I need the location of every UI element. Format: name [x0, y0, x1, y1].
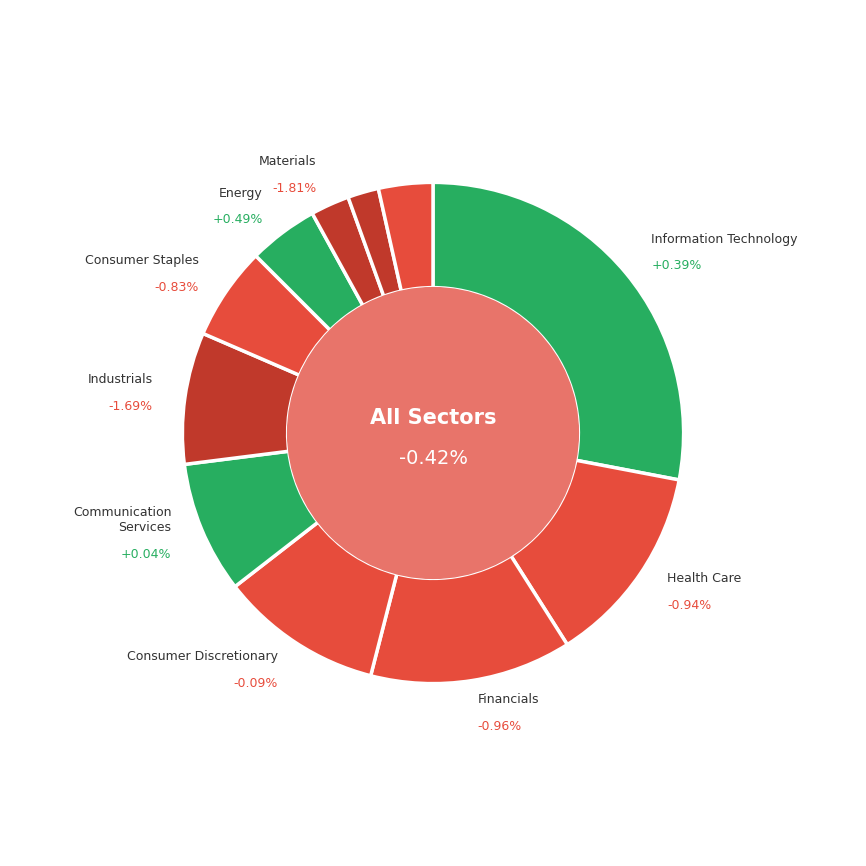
Wedge shape: [371, 556, 567, 683]
Text: Materials: Materials: [259, 155, 316, 168]
Text: -1.81%: -1.81%: [272, 182, 316, 195]
Text: Industrials: Industrials: [87, 373, 152, 386]
Wedge shape: [313, 197, 384, 306]
Text: Energy: Energy: [219, 187, 263, 200]
Text: -0.96%: -0.96%: [477, 720, 521, 733]
Text: +0.39%: +0.39%: [651, 260, 701, 273]
Text: -0.42%: -0.42%: [398, 449, 468, 468]
Text: -1.69%: -1.69%: [108, 400, 152, 413]
Text: -0.09%: -0.09%: [233, 676, 277, 689]
Wedge shape: [378, 183, 433, 291]
Text: Consumer Staples: Consumer Staples: [85, 254, 199, 267]
Wedge shape: [433, 183, 683, 480]
Text: +0.04%: +0.04%: [121, 548, 171, 561]
Wedge shape: [184, 451, 318, 586]
Text: -0.83%: -0.83%: [154, 281, 199, 294]
Text: Information Technology: Information Technology: [651, 233, 798, 246]
Wedge shape: [183, 333, 300, 464]
Wedge shape: [511, 460, 679, 644]
Wedge shape: [348, 189, 401, 296]
Text: Consumer Discretionary: Consumer Discretionary: [126, 650, 277, 662]
Text: Health Care: Health Care: [667, 572, 741, 585]
Text: All Sectors: All Sectors: [370, 408, 496, 428]
Text: Communication
Services: Communication Services: [73, 507, 171, 534]
Text: Financials: Financials: [477, 693, 539, 706]
Text: +0.49%: +0.49%: [212, 213, 263, 226]
Wedge shape: [203, 255, 330, 375]
Wedge shape: [255, 213, 363, 330]
Text: -0.94%: -0.94%: [667, 599, 712, 612]
Wedge shape: [235, 522, 397, 675]
Circle shape: [288, 288, 578, 578]
